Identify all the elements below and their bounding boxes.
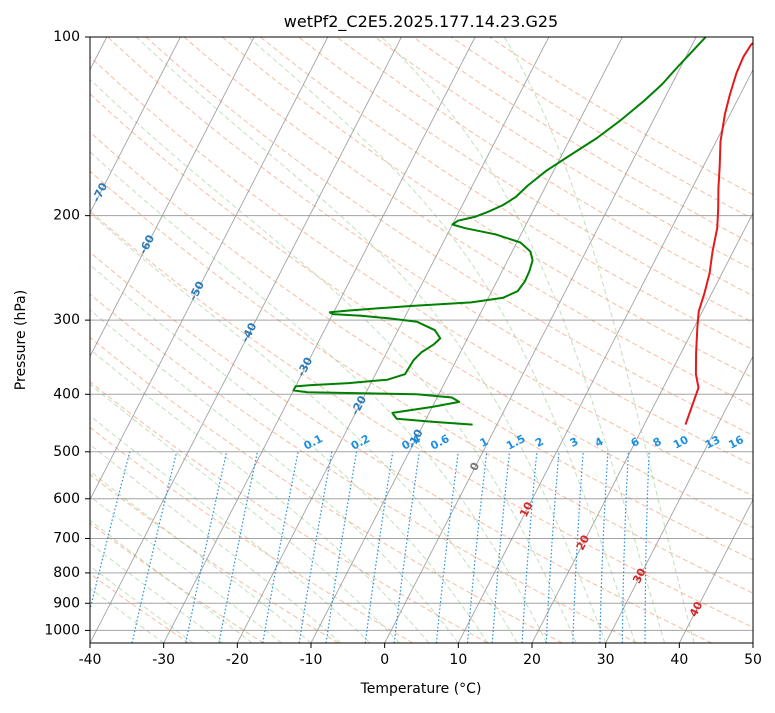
- y-tick-label: 800: [53, 565, 80, 581]
- y-tick-label: 600: [53, 491, 80, 507]
- x-tick-label: -10: [300, 652, 323, 668]
- y-tick-label: 200: [53, 208, 80, 224]
- x-tick-label: 30: [597, 652, 615, 668]
- y-tick-label: 300: [53, 312, 80, 328]
- x-tick-label: 40: [670, 652, 688, 668]
- x-tick-label: 10: [449, 652, 467, 668]
- y-tick-label: 900: [53, 595, 80, 611]
- x-tick-label: 50: [744, 652, 762, 668]
- y-axis-label: Pressure (hPa): [13, 290, 29, 390]
- x-tick-label: 20: [523, 652, 541, 668]
- y-tick-label: 700: [53, 531, 80, 547]
- x-tick-label: -20: [226, 652, 249, 668]
- x-tick-label: -40: [79, 652, 102, 668]
- x-axis-label: Temperature (°C): [360, 681, 482, 697]
- y-tick-label: 1000: [44, 622, 80, 638]
- x-tick-label: -30: [152, 652, 175, 668]
- x-tick-label: 0: [380, 652, 389, 668]
- y-tick-label: 400: [53, 386, 80, 402]
- y-tick-label: 500: [53, 444, 80, 460]
- chart-title: wetPf2_C2E5.2025.177.14.23.G25: [284, 12, 558, 32]
- y-tick-label: 100: [53, 29, 80, 45]
